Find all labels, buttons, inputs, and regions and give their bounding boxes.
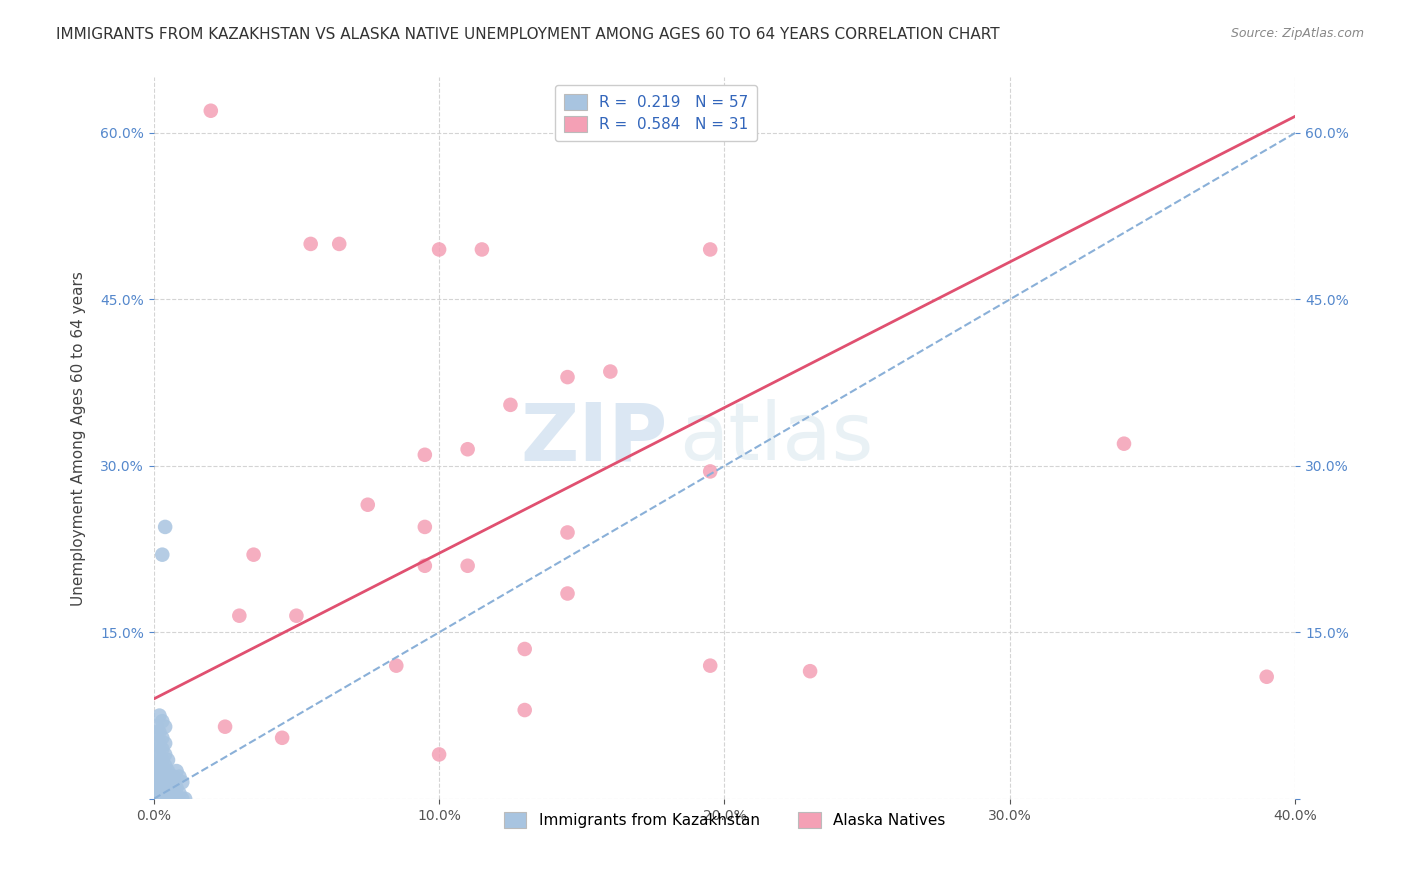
Point [166, 764, 188, 778]
Point [148, 758, 170, 772]
Point [153, 720, 176, 734]
Point [145, 747, 167, 762]
Point [214, 720, 236, 734]
Point [150, 731, 173, 745]
Point [413, 558, 436, 573]
Point [471, 243, 494, 257]
Point [1112, 436, 1135, 450]
Point [599, 365, 621, 379]
Text: atlas: atlas [679, 399, 873, 477]
Point [799, 664, 821, 678]
Point [156, 792, 179, 806]
Point [271, 731, 294, 745]
Point [150, 792, 173, 806]
Point [148, 770, 170, 784]
Point [413, 448, 436, 462]
Point [150, 786, 173, 800]
Point [427, 747, 450, 762]
Point [156, 764, 179, 778]
Point [145, 780, 167, 795]
Point [557, 370, 579, 384]
Point [200, 103, 222, 118]
Point [150, 775, 173, 789]
Point [150, 548, 173, 562]
Point [153, 758, 176, 772]
Point [148, 786, 170, 800]
Point [150, 714, 173, 728]
Point [160, 792, 183, 806]
Point [413, 520, 436, 534]
Point [145, 764, 167, 778]
Text: ZIP: ZIP [520, 399, 668, 477]
Point [153, 520, 176, 534]
Point [145, 775, 167, 789]
Point [145, 758, 167, 772]
Point [1256, 670, 1278, 684]
Point [160, 780, 183, 795]
Point [699, 658, 721, 673]
Point [499, 398, 522, 412]
Point [228, 608, 250, 623]
Point [169, 786, 191, 800]
Point [299, 236, 322, 251]
Point [153, 770, 176, 784]
Legend: Immigrants from Kazakhstan, Alaska Natives: Immigrants from Kazakhstan, Alaska Nativ… [498, 806, 952, 835]
Point [557, 525, 579, 540]
Point [427, 243, 450, 257]
Point [166, 780, 188, 795]
Point [174, 792, 197, 806]
Point [148, 747, 170, 762]
Point [148, 792, 170, 806]
Point [150, 764, 173, 778]
Point [169, 770, 191, 784]
Point [153, 747, 176, 762]
Point [166, 792, 188, 806]
Point [145, 792, 167, 806]
Point [145, 786, 167, 800]
Point [148, 708, 170, 723]
Point [163, 786, 186, 800]
Point [148, 780, 170, 795]
Point [145, 720, 167, 734]
Text: IMMIGRANTS FROM KAZAKHSTAN VS ALASKA NATIVE UNEMPLOYMENT AMONG AGES 60 TO 64 YEA: IMMIGRANTS FROM KAZAKHSTAN VS ALASKA NAT… [56, 27, 1000, 42]
Point [160, 786, 183, 800]
Point [699, 465, 721, 479]
Point [513, 703, 536, 717]
Point [145, 725, 167, 739]
Point [172, 775, 194, 789]
Point [150, 742, 173, 756]
Point [153, 736, 176, 750]
Point [145, 736, 167, 750]
Point [153, 792, 176, 806]
Point [285, 608, 308, 623]
Point [513, 642, 536, 657]
Point [156, 753, 179, 767]
Point [145, 770, 167, 784]
Point [148, 736, 170, 750]
Point [457, 442, 479, 457]
Point [457, 558, 479, 573]
Point [160, 770, 183, 784]
Point [557, 586, 579, 600]
Point [156, 775, 179, 789]
Point [156, 792, 179, 806]
Point [153, 780, 176, 795]
Point [242, 548, 264, 562]
Point [172, 792, 194, 806]
Point [163, 770, 186, 784]
Y-axis label: Unemployment Among Ages 60 to 64 years: Unemployment Among Ages 60 to 64 years [72, 270, 86, 606]
Point [163, 780, 186, 795]
Point [148, 725, 170, 739]
Point [328, 236, 350, 251]
Point [385, 658, 408, 673]
Point [699, 243, 721, 257]
Point [357, 498, 380, 512]
Point [150, 753, 173, 767]
Text: Source: ZipAtlas.com: Source: ZipAtlas.com [1230, 27, 1364, 40]
